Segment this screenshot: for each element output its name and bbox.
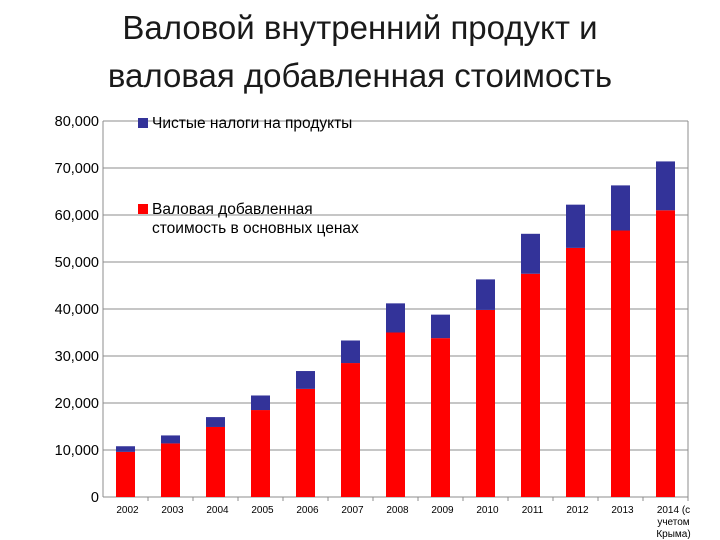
bar-gva bbox=[566, 247, 585, 497]
bar-net-taxes bbox=[341, 340, 360, 364]
bar-net-taxes bbox=[566, 204, 585, 248]
bar-net-taxes bbox=[431, 314, 450, 339]
legend-swatch-net-taxes bbox=[138, 118, 148, 128]
y-tick-label: 10,000 bbox=[55, 443, 99, 459]
bar-net-taxes bbox=[386, 303, 405, 333]
bar-gva bbox=[431, 338, 450, 497]
x-tick-label: 2014 (с учетом Крыма) bbox=[656, 505, 690, 540]
y-tick-label: 60,000 bbox=[55, 208, 99, 224]
chart-title-line-1: Валовой внутренний продукт и bbox=[122, 9, 598, 46]
x-tick-label: 2009 bbox=[431, 505, 454, 516]
bar-gva bbox=[656, 210, 675, 498]
bar-gva bbox=[521, 273, 540, 497]
bar-net-taxes bbox=[656, 161, 675, 211]
x-tick-label: 2004 bbox=[206, 505, 229, 516]
bar-gva bbox=[476, 309, 495, 497]
x-tick-label: 2012 bbox=[566, 505, 589, 516]
bar-gva bbox=[206, 426, 225, 497]
bar-net-taxes bbox=[611, 185, 630, 231]
x-tick-label: 2006 bbox=[296, 505, 319, 516]
legend-swatch-gva bbox=[138, 204, 148, 214]
bar-net-taxes bbox=[251, 395, 270, 411]
legend-label-net-taxes: Чистые налоги на продукты bbox=[152, 115, 353, 132]
x-tick-label: 2007 bbox=[341, 505, 364, 516]
y-tick-label: 50,000 bbox=[55, 255, 99, 271]
x-tick-label: 2005 bbox=[251, 505, 274, 516]
bar-net-taxes bbox=[206, 417, 225, 427]
y-tick-label: 40,000 bbox=[55, 302, 99, 318]
x-tick-label: 2010 bbox=[476, 505, 499, 516]
x-tick-label: 2003 bbox=[161, 505, 184, 516]
bar-gva bbox=[251, 410, 270, 497]
y-tick-label: 70,000 bbox=[55, 161, 99, 177]
y-tick-label: 30,000 bbox=[55, 349, 99, 365]
chart-title: Валовой внутренний продукт и валовая доб… bbox=[0, 4, 720, 100]
bar-gva bbox=[386, 332, 405, 497]
bar-gva bbox=[296, 388, 315, 497]
x-tick-label: 2008 bbox=[386, 505, 409, 516]
chart-title-line-2: валовая добавленная стоимость bbox=[107, 57, 613, 94]
x-tick-label: 2011 bbox=[522, 505, 544, 516]
y-tick-label: 0 bbox=[91, 490, 99, 506]
bar-gva bbox=[161, 443, 180, 497]
legend-label-gva: Валовая добавленная стоимость в основных… bbox=[152, 201, 359, 237]
x-tick-label: 2013 bbox=[611, 505, 634, 516]
bar-net-taxes bbox=[296, 371, 315, 389]
bar-net-taxes bbox=[521, 233, 540, 274]
x-tick-label: 2002 bbox=[116, 505, 139, 516]
bar-gva bbox=[611, 230, 630, 497]
bar-gva bbox=[116, 451, 135, 497]
y-tick-label: 80,000 bbox=[55, 114, 99, 130]
bar-net-taxes bbox=[161, 435, 180, 444]
bar-gva bbox=[341, 363, 360, 497]
bar-net-taxes bbox=[476, 279, 495, 310]
y-tick-label: 20,000 bbox=[55, 396, 99, 412]
bar-net-taxes bbox=[116, 446, 135, 452]
